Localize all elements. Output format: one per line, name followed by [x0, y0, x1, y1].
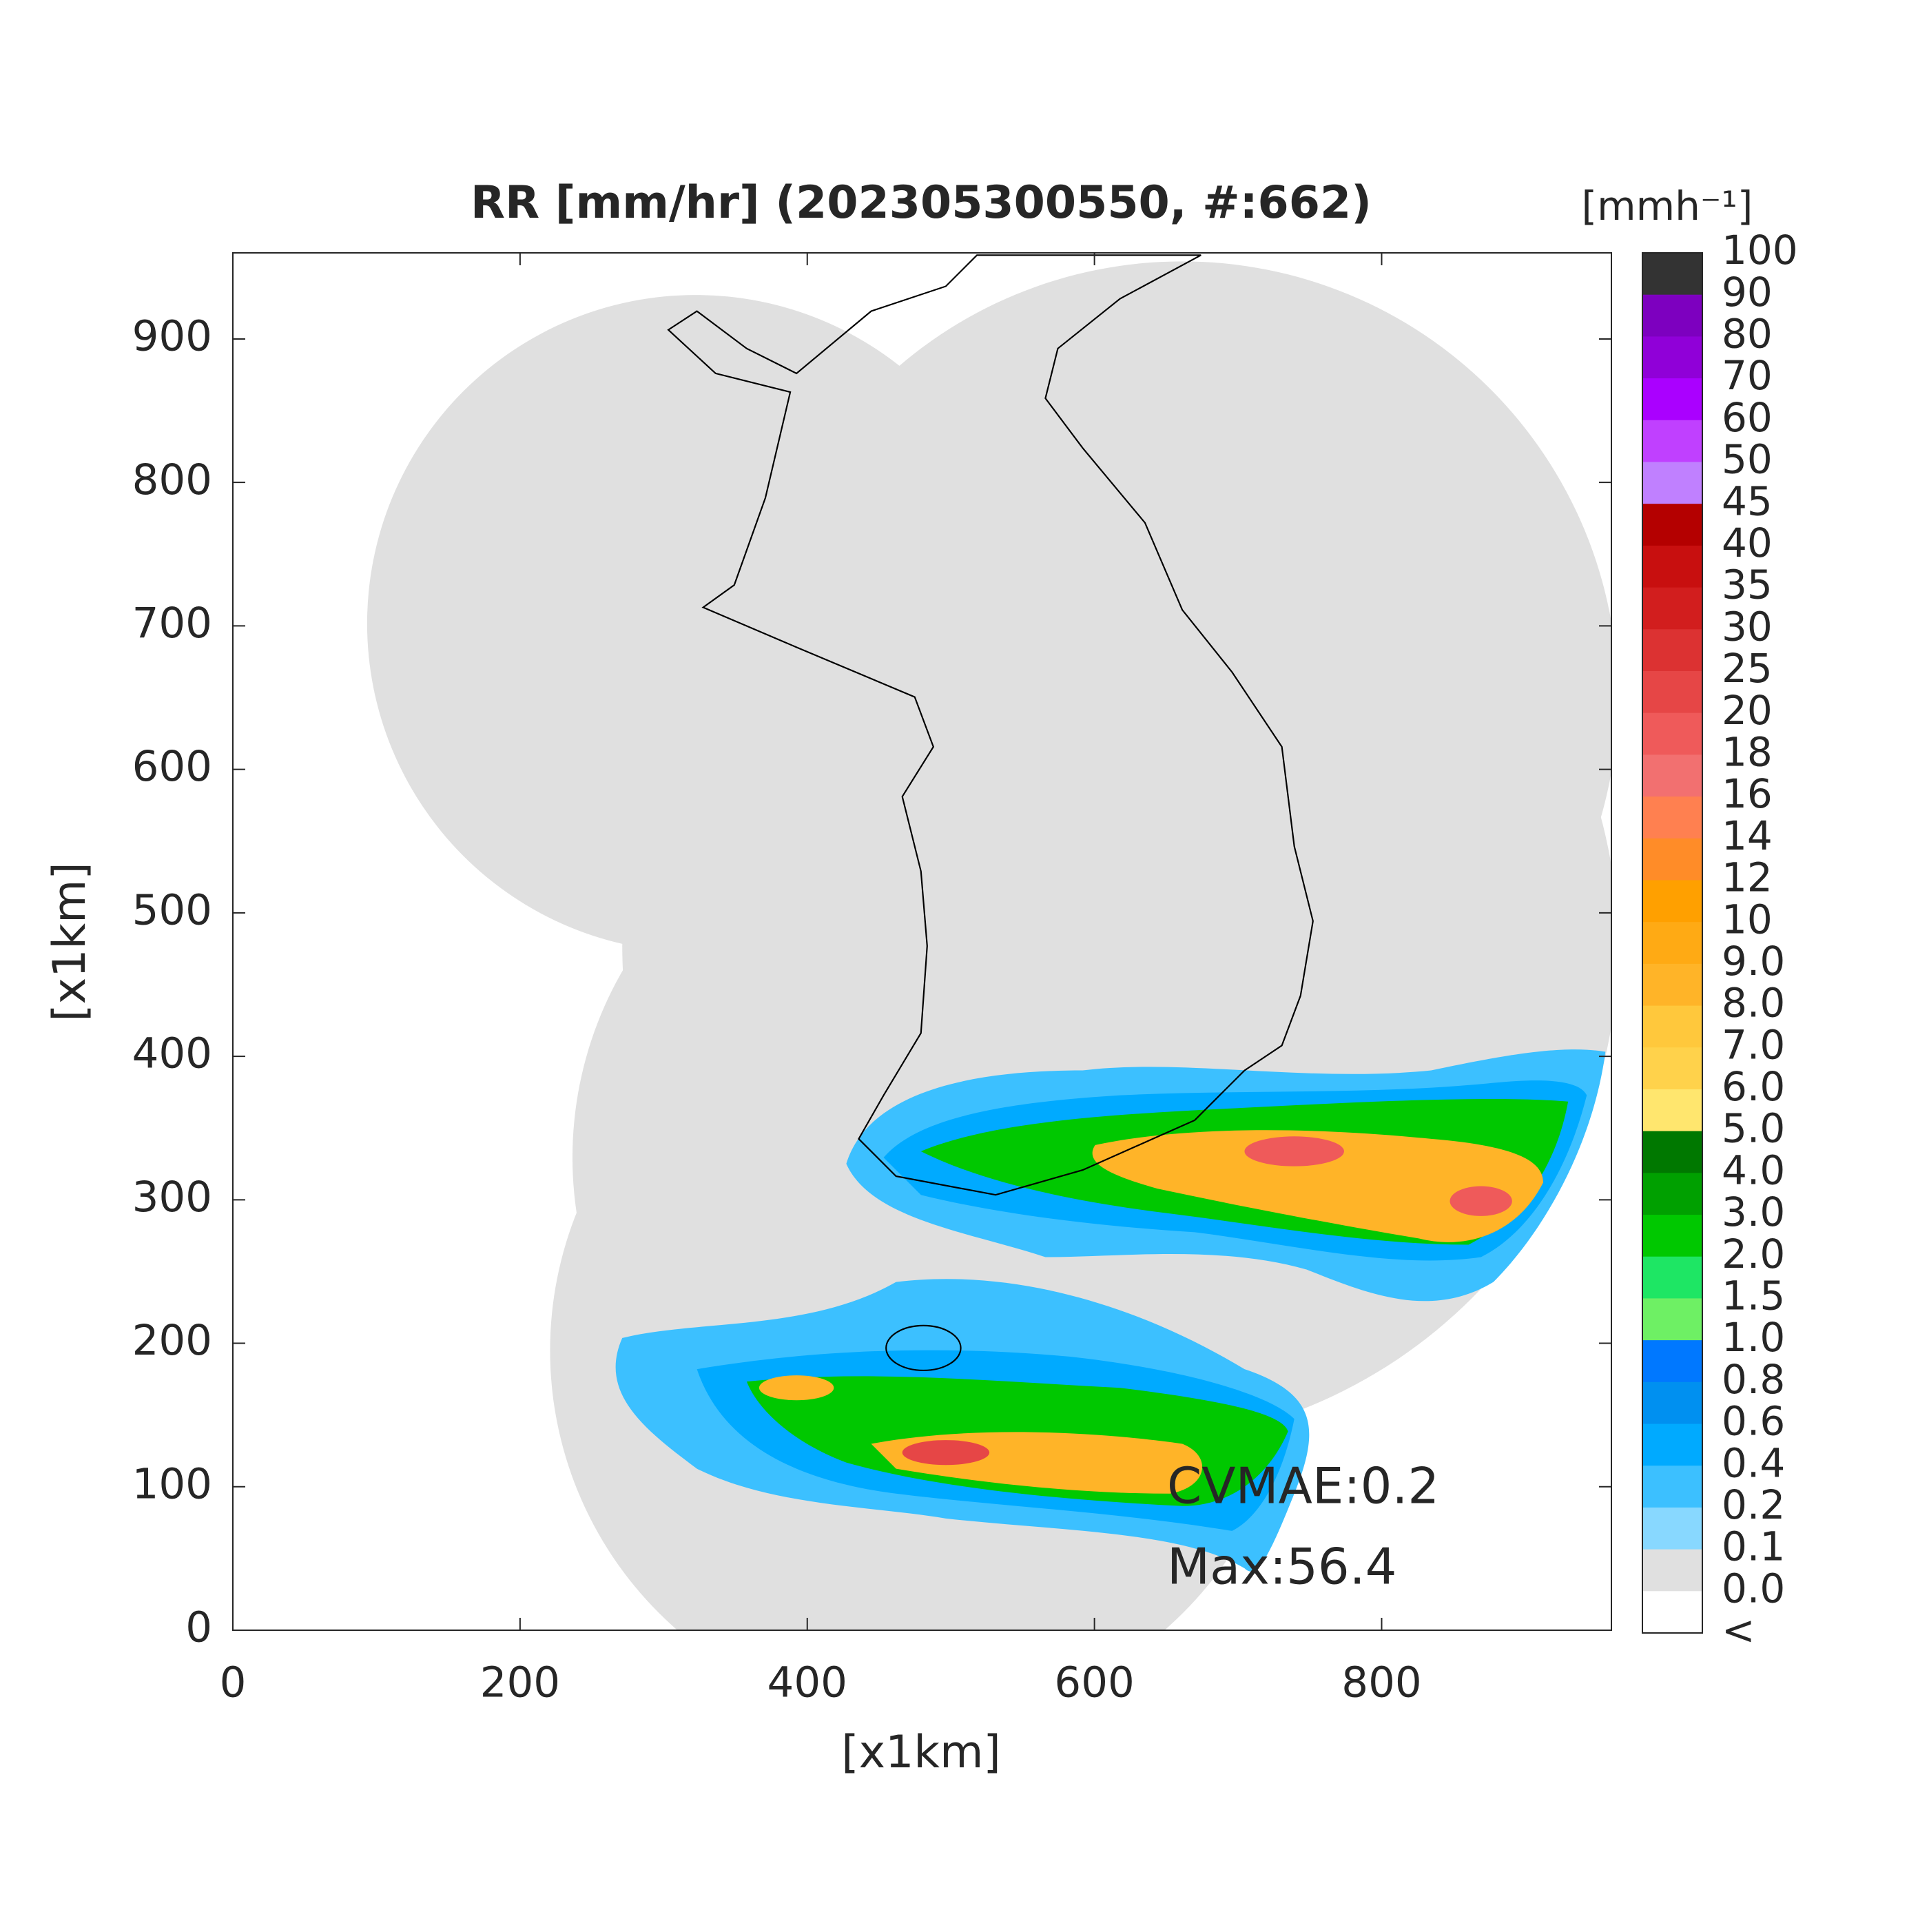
- colorbar-label: 9.0: [1722, 938, 1785, 985]
- colorbar-segment: [1642, 922, 1702, 965]
- colorbar-label: 7.0: [1722, 1021, 1785, 1068]
- y-tick-label: 400: [132, 1029, 212, 1078]
- colorbar-label: 0.2: [1722, 1481, 1785, 1528]
- y-tick-label: 800: [132, 455, 212, 504]
- colorbar-label: 70: [1722, 352, 1773, 399]
- colorbar-label: 90: [1722, 269, 1773, 316]
- colorbar-label: 0.4: [1722, 1439, 1785, 1486]
- colorbar-label: 10: [1722, 896, 1773, 943]
- colorbar-label: 30: [1722, 603, 1773, 650]
- colorbar-label: 25: [1722, 645, 1773, 692]
- colorbar-segment: [1642, 1173, 1702, 1215]
- colorbar-label: 12: [1722, 854, 1773, 901]
- colorbar-label: 3.0: [1722, 1189, 1785, 1235]
- colorbar-label: 6.0: [1722, 1063, 1785, 1110]
- y-tick-label: 300: [132, 1173, 212, 1222]
- colorbar-label: 1.5: [1722, 1273, 1785, 1319]
- plot-frame: [232, 252, 1612, 1631]
- colorbar-segment: [1642, 1298, 1702, 1341]
- colorbar-segment: [1642, 1466, 1702, 1508]
- colorbar-segment: [1642, 1131, 1702, 1173]
- colorbar-label: 80: [1722, 311, 1773, 358]
- colorbar-label: 100: [1722, 227, 1798, 274]
- x-tick-label: 800: [1341, 1658, 1421, 1707]
- colorbar-segment: [1642, 545, 1702, 588]
- colorbar-segment: [1642, 1424, 1702, 1466]
- x-tick-label: 0: [220, 1658, 247, 1707]
- x-tick-label: 400: [767, 1658, 847, 1707]
- colorbar-label: 16: [1722, 770, 1773, 817]
- colorbar-label: 5.0: [1722, 1105, 1785, 1152]
- x-axis-label: [x1km]: [841, 1727, 1001, 1778]
- colorbar-segment: [1642, 1340, 1702, 1383]
- colorbar-segment: [1642, 1047, 1702, 1090]
- colorbar-frame: [1642, 252, 1703, 1634]
- colorbar-segment: [1642, 587, 1702, 630]
- colorbar-label: 50: [1722, 436, 1773, 483]
- colorbar-segment: [1642, 336, 1702, 379]
- colorbar-segment: [1642, 1549, 1702, 1592]
- coastline: [667, 254, 1314, 1371]
- y-tick-label: 900: [132, 312, 212, 361]
- colorbar-label: 14: [1722, 812, 1773, 859]
- colorbar-label: 0.6: [1722, 1398, 1785, 1445]
- colorbar-label: 4.0: [1722, 1147, 1785, 1193]
- y-tick-label: 200: [132, 1316, 212, 1365]
- colorbar-label: 0.1: [1722, 1523, 1785, 1570]
- x-tick-label: 200: [480, 1658, 560, 1707]
- colorbar-label: 1.0: [1722, 1314, 1785, 1361]
- colorbar-segment: [1642, 629, 1702, 672]
- colorbar-label: <: [1722, 1607, 1755, 1654]
- y-tick-label: 100: [132, 1459, 212, 1508]
- colorbar-segment: [1642, 797, 1702, 839]
- y-tick-label: 600: [132, 742, 212, 791]
- colorbar-segment: [1642, 754, 1702, 797]
- y-tick-label: 500: [132, 885, 212, 934]
- colorbar-segment: [1642, 712, 1702, 755]
- colorbar-label: 0.8: [1722, 1356, 1785, 1403]
- x-tick-label: 600: [1054, 1658, 1134, 1707]
- chart-title: RR [mm/hr] (202305300550, #:662): [471, 177, 1372, 229]
- y-axis-label: [x1km]: [44, 862, 96, 1022]
- colorbar-segment: [1642, 963, 1702, 1007]
- colorbar-segment: [1642, 1507, 1702, 1550]
- colorbar-label: 35: [1722, 562, 1773, 608]
- colorbar-segment: [1642, 294, 1702, 337]
- colorbar-segment: [1642, 670, 1702, 714]
- colorbar-segment: [1642, 420, 1702, 462]
- colorbar-segment: [1642, 1591, 1702, 1634]
- colorbar-segment: [1642, 378, 1702, 421]
- colorbar-label: 0.0: [1722, 1565, 1785, 1612]
- colorbar-segment: [1642, 1381, 1702, 1425]
- colorbar-label: 18: [1722, 728, 1773, 775]
- colorbar-label: 45: [1722, 477, 1773, 524]
- colorbar-label: 2.0: [1722, 1231, 1785, 1277]
- colorbar-label: 20: [1722, 687, 1773, 734]
- colorbar-segment: [1642, 838, 1702, 881]
- colorbar-segment: [1642, 1089, 1702, 1132]
- colorbar-label: 40: [1722, 520, 1773, 566]
- y-tick-label: 700: [132, 599, 212, 648]
- rain-band: [615, 1049, 1606, 1572]
- colorbar-segment: [1642, 880, 1702, 923]
- colorbar-segment: [1642, 1215, 1702, 1257]
- colorbar-label: 8.0: [1722, 980, 1785, 1027]
- colorbar-title: [mmh⁻¹]: [1582, 183, 1753, 229]
- colorbar-segment: [1642, 462, 1702, 504]
- colorbar-segment: [1642, 253, 1702, 296]
- annotation: CVMAE:0.2: [1167, 1457, 1439, 1515]
- colorbar-label: 60: [1722, 394, 1773, 441]
- radar-field: [367, 254, 1611, 1630]
- y-tick-label: 0: [185, 1603, 212, 1652]
- colorbar-segment: [1642, 504, 1702, 546]
- annotation: Max:56.4: [1167, 1538, 1396, 1596]
- colorbar-segment: [1642, 1256, 1702, 1299]
- colorbar-segment: [1642, 1005, 1702, 1048]
